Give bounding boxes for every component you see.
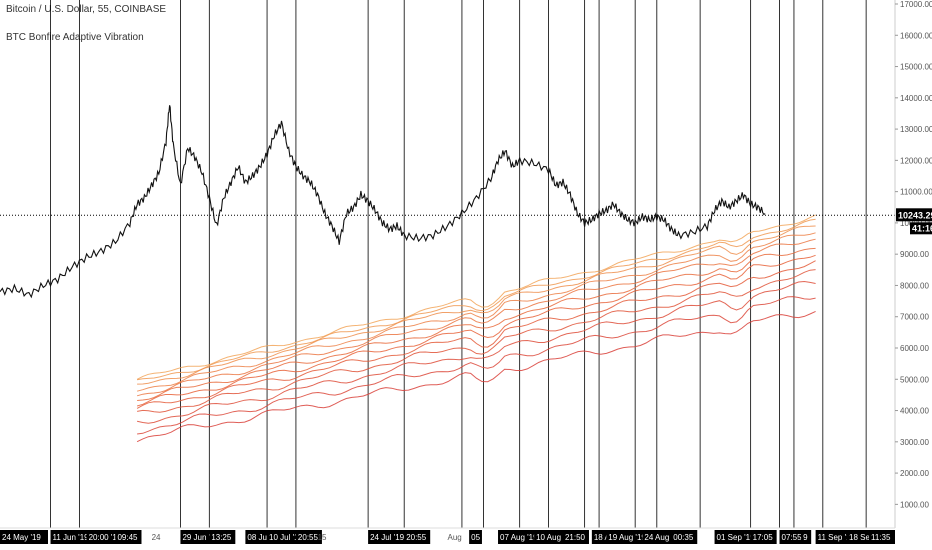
x-tick-label-17: 21:50: [565, 533, 586, 542]
y-tick-label-3: 4000.00: [900, 407, 929, 416]
x-tick-label-7: 08 Jul: [247, 533, 269, 542]
x-tick-label-1: 11 Jun '19: [53, 533, 90, 542]
price-series: [0, 105, 766, 299]
countdown-value: 41:16: [912, 223, 932, 233]
y-tick-label-8: 9000.00: [900, 250, 929, 259]
x-tick-label-15: 07 Aug '19: [500, 533, 538, 542]
band-line-0: [136, 214, 816, 380]
y-tick-label-7: 8000.00: [900, 281, 929, 290]
x-tick-label-12: 20:55: [406, 533, 427, 542]
x-tick-label-10: 15: [318, 533, 327, 542]
countdown-box: [910, 222, 932, 235]
x-tick-label-22: 01 Sep '19: [717, 533, 756, 542]
y-tick-label-13: 14000.00: [900, 94, 932, 103]
band-line-9: [136, 280, 816, 424]
x-tick-label-2: 20:00 '19: [89, 533, 122, 542]
band-line-7: [136, 260, 816, 409]
x-tick-label-16: 10 Aug '19: [536, 533, 574, 542]
chart-title: Bitcoin / U.S. Dollar, 55, COINBASE: [6, 4, 167, 15]
price-label-box: [896, 208, 932, 222]
x-tick-label-13: Aug: [448, 533, 462, 542]
y-tick-label-11: 12000.00: [900, 156, 932, 165]
x-tick-box-25: [801, 530, 812, 544]
band-line-4: [136, 238, 816, 397]
x-tick-box-0: [0, 530, 48, 544]
x-tick-box-12: [404, 530, 431, 544]
y-tick-label-2: 3000.00: [900, 438, 929, 447]
y-tick-label-4: 5000.00: [900, 375, 929, 384]
x-tick-box-3: [115, 530, 142, 544]
x-tick-box-14: [469, 530, 482, 544]
indicator-bands: [136, 214, 816, 443]
x-tick-label-3: 09:45: [117, 533, 138, 542]
x-tick-label-27: 18 Sep '19: [849, 533, 888, 542]
x-tick-box-1: [50, 530, 99, 544]
band-line-10: [137, 296, 816, 435]
price-label-value: 10243.29: [898, 210, 932, 220]
y-tick-label-10: 11000.00: [900, 188, 932, 197]
price-line: [0, 105, 766, 299]
indicator-name: BTC Bonfire Adaptive Vibration: [6, 32, 144, 43]
band-line-3: [136, 232, 816, 392]
x-tick-label-11: 24 Jul '19: [370, 533, 405, 542]
x-tick-box-6: [209, 530, 236, 544]
y-tick-label-6: 7000.00: [900, 313, 929, 322]
band-line-6: [136, 254, 816, 407]
y-tick-label-5: 6000.00: [900, 344, 929, 353]
x-tick-label-25: 9: [803, 533, 808, 542]
y-tick-label-16: 17000.00: [900, 0, 932, 9]
x-tick-box-11: [368, 530, 417, 544]
x-tick-label-0: 24 May '19: [2, 533, 41, 542]
x-tick-box-23: [750, 530, 777, 544]
x-tick-label-28: 11:35: [871, 533, 891, 542]
y-axis: 1000.00 2000.00 3000.00 4000.00 5000.00 6000.…: [894, 0, 932, 528]
x-tick-label-20: 24 Aug '19: [644, 533, 682, 542]
band-line-2: [137, 225, 816, 385]
x-tick-label-5: 29 Jun '19: [182, 533, 219, 542]
x-tick-label-19: 19 Aug '19: [608, 533, 646, 542]
x-tick-box-17: [562, 530, 589, 544]
band-line-11: [136, 310, 816, 443]
x-tick-box-9: [295, 530, 322, 544]
x-tick-box-15: [498, 530, 547, 544]
band-line-8: [137, 269, 816, 413]
y-tick-label-0: 1000.00: [900, 500, 929, 509]
x-tick-box-19: [606, 530, 655, 544]
x-tick-label-26: 11 Sep '19: [818, 533, 856, 542]
y-tick-label-15: 16000.00: [900, 31, 932, 40]
x-tick-label-14: 05: [471, 533, 480, 542]
x-tick-label-4: 24: [152, 533, 161, 542]
x-tick-box-24: [779, 530, 806, 544]
band-line-5: [137, 247, 816, 401]
x-tick-box-21: [671, 530, 698, 544]
vertical-markers: [50, 0, 867, 528]
x-tick-box-28: [869, 530, 895, 544]
x-tick-label-9: 20:55: [298, 533, 319, 542]
y-tick-label-12: 13000.00: [900, 125, 932, 134]
y-tick-label-14: 15000.00: [900, 63, 932, 72]
x-tick-label-8: 10 Jul '19: [269, 533, 304, 542]
x-tick-label-24: 07:55: [782, 533, 803, 542]
x-tick-label-21: 00:35: [673, 533, 694, 542]
price-label: 10243.29 41:16: [896, 208, 932, 235]
band-line-1: [137, 218, 816, 381]
x-tick-label-6: 13:25: [211, 533, 232, 542]
x-tick-label-23: 17:05: [753, 533, 774, 542]
x-tick-box-22: [714, 530, 763, 544]
y-tick-label-1: 2000.00: [900, 469, 929, 478]
